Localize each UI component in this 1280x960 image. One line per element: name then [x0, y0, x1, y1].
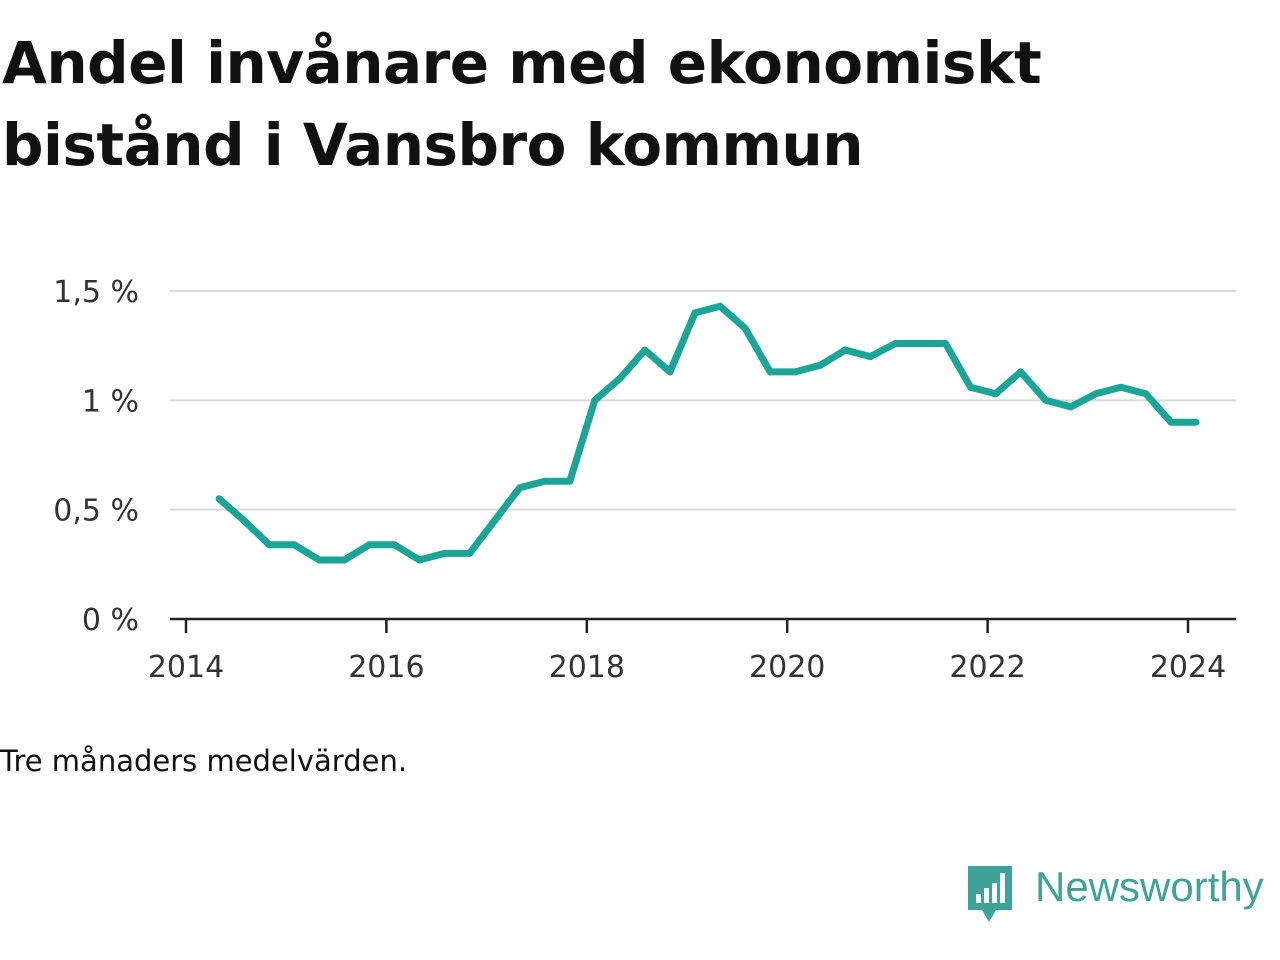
- data-point: [591, 396, 599, 404]
- data-point: [1092, 390, 1100, 398]
- data-point: [616, 375, 624, 382]
- y-tick-label: 1 %: [82, 384, 139, 419]
- data-point: [1192, 418, 1200, 426]
- data-point: [365, 541, 373, 549]
- data-point: [340, 556, 348, 564]
- data-point: [691, 309, 699, 317]
- chart-caption: Tre månaders medelvärden.: [0, 744, 408, 778]
- series-layer: [215, 302, 1200, 564]
- data-point: [967, 383, 975, 391]
- data-point: [1067, 403, 1075, 411]
- data-point: [716, 302, 724, 310]
- series-line: [216, 302, 1196, 564]
- data-point: [290, 541, 298, 549]
- x-tick-labels: 2014 2016 2018 2020 2022 2024: [148, 650, 1226, 685]
- data-point: [791, 368, 799, 376]
- bar-chart-speech-bubble-icon: [968, 866, 1012, 922]
- data-point: [917, 340, 924, 347]
- y-tick-label: 1,5 %: [53, 275, 139, 310]
- data-point: [741, 324, 749, 332]
- data-point: [315, 556, 323, 564]
- data-point: [1117, 383, 1125, 391]
- x-tick-label: 2014: [148, 650, 224, 685]
- data-point: [1167, 418, 1175, 426]
- data-point: [441, 549, 448, 557]
- data-point: [666, 368, 674, 376]
- y-tick-label: 0,5 %: [53, 494, 139, 529]
- x-tick-label: 2022: [949, 650, 1025, 685]
- data-point: [1142, 390, 1150, 398]
- y-tick-label: 0 %: [82, 603, 139, 638]
- data-point: [866, 353, 874, 361]
- brand-logo: Newsworthy: [965, 863, 1264, 924]
- data-point: [1042, 396, 1050, 404]
- data-point: [416, 556, 423, 564]
- data-point: [942, 340, 949, 347]
- data-point: [390, 541, 398, 549]
- axes: [170, 617, 1236, 633]
- data-point: [816, 361, 824, 369]
- data-point: [265, 541, 273, 549]
- data-point: [891, 340, 899, 347]
- x-tick-label: 2018: [549, 650, 625, 685]
- data-point: [491, 517, 499, 525]
- brand-name: Newsworthy: [1035, 863, 1264, 910]
- data-point: [516, 484, 524, 492]
- data-point: [841, 346, 849, 354]
- data-point: [541, 477, 549, 485]
- data-point: [566, 477, 574, 485]
- data-point: [766, 368, 774, 376]
- data-point: [1017, 368, 1025, 376]
- data-point: [215, 495, 223, 503]
- x-tick-label: 2024: [1150, 650, 1226, 685]
- data-point: [641, 346, 649, 354]
- data-point: [240, 517, 248, 525]
- data-point: [466, 549, 474, 557]
- y-tick-labels: 0 % 0,5 % 1 % 1,5 %: [53, 275, 139, 638]
- chart-title: Andel invånare med ekonomiskt bistånd i …: [2, 29, 1042, 179]
- x-tick-label: 2016: [348, 650, 424, 685]
- x-tick-label: 2020: [749, 650, 825, 685]
- data-point: [992, 390, 1000, 398]
